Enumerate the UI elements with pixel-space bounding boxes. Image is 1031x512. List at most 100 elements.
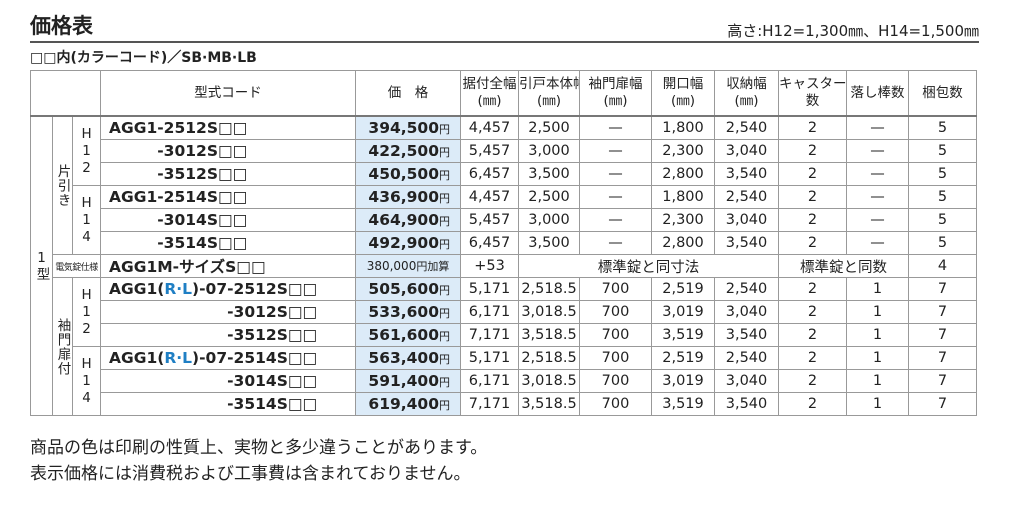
column-header-line: 引戸本体幅 (519, 76, 579, 92)
code-cell: -3512S□□ (100, 323, 357, 347)
column-header-line: (㎜) (603, 93, 628, 109)
spec-cell: 5,171 (460, 277, 520, 301)
spec-cell: 4,457 (460, 185, 520, 209)
code-cell: AGG1-2512S□□ (100, 115, 357, 140)
corner-cell (29, 70, 102, 117)
spec-cell: 2,500 (518, 185, 581, 209)
spec-cell: 700 (579, 277, 653, 301)
spec-cell: 7 (908, 277, 978, 301)
column-header: キャスター数 (778, 70, 848, 117)
spec-cell: 7 (908, 392, 978, 416)
spec-cell: 3,519 (651, 392, 716, 416)
spec-cell: 2,800 (651, 162, 716, 186)
column-header: 価 格 (355, 70, 462, 117)
spec-cell: +53 (460, 254, 520, 278)
spec-cell: 3,518.5 (518, 392, 581, 416)
spec-cell: 3,540 (714, 231, 780, 255)
column-header-line: 落し棒数 (850, 84, 905, 101)
color-note: □□内(カラーコード)／SB·MB·LB (30, 50, 257, 66)
spec-cell: 3,018.5 (518, 300, 581, 324)
spec-cell: — (579, 231, 653, 255)
code-cell: -3014S□□ (100, 208, 357, 232)
code-wrap: AGG1-2512S□□ (109, 119, 247, 137)
spec-cell: 2 (778, 369, 848, 393)
code-cell: AGG1-2514S□□ (100, 185, 357, 209)
spec-cell: 5,171 (460, 346, 520, 370)
rule (30, 41, 979, 43)
spec-cell: 3,019 (651, 369, 716, 393)
code-cell: -3012S□□ (100, 139, 357, 163)
code-part: AGG1( (109, 280, 165, 298)
height-label: H14 (71, 346, 102, 416)
spec-cell: 2,540 (714, 115, 780, 140)
code-part: -3012S□□ (227, 303, 318, 321)
price-amount: 436,900 (368, 188, 440, 206)
spec-cell: 7 (908, 323, 978, 347)
type-label: 1型 (30, 115, 53, 416)
price-unit: 円 (439, 353, 451, 366)
column-header-line: 数 (805, 93, 820, 109)
column-header: 据付全幅 (㎜) (460, 70, 520, 117)
spec-cell: 2,519 (651, 346, 716, 370)
spec-cell: 標準錠と同寸法 (518, 254, 780, 278)
price-cell: 380,000円加算 (355, 254, 462, 278)
price-unit: 円 (439, 146, 451, 159)
code-wrap: -3012S□□ (227, 303, 317, 321)
note: 表示価格には消費税および工事費は含まれておりません。 (30, 464, 471, 484)
spec-cell: 700 (579, 323, 653, 347)
spec-cell: 2 (778, 231, 848, 255)
spec-cell: — (579, 115, 653, 140)
column-header: 収納幅 (㎜) (714, 70, 780, 117)
spec-cell: — (579, 208, 653, 232)
data-row: H14 AGG1-2514S□□ 436,900円 4,457 2,500—1,800 2… (31, 185, 978, 255)
code-wrap: AGG1(R·L)-07-2514S□□ (109, 349, 317, 367)
data-row: -3514S□□ 492,900円 6,457 3,500—2,800 3,540 2—5 (31, 231, 978, 255)
data-row: -3014S□□ 464,900円 5,457 3,000—2,300 3,040 2—5 (31, 208, 978, 232)
price-amount: 533,600 (368, 303, 440, 321)
price-unit: 円 (439, 284, 451, 297)
price-cell: 464,900円 (355, 208, 462, 232)
spec-cell: 5 (908, 231, 978, 255)
code-part: AGG1-2512S□□ (109, 119, 248, 137)
code-part: R·L (164, 280, 193, 298)
spec-cell: 3,000 (518, 208, 581, 232)
data-row: -3014S□□ 591,400円 6,171 3,018.5 700 3,019 3,04… (31, 369, 978, 393)
price-unit: 円加算 (416, 260, 450, 273)
code-cell: -3514S□□ (100, 392, 357, 416)
data-row: -3514S□□ 619,400円 7,171 3,518.5 700 3,519 3,54… (31, 392, 978, 416)
data-row: -3012S□□ 422,500円 5,457 3,000—2,300 3,040 2—5 (31, 139, 978, 163)
section-label: 電気錠仕様 (51, 254, 102, 278)
code-wrap: -3512S□□ (227, 326, 317, 344)
data-row: 袖門扉付 H12 AGG1(R·L)-07-2512S□□ 505,600円 5,171… (31, 277, 978, 416)
spec-cell: — (846, 231, 910, 255)
column-header-line: 価 格 (387, 84, 429, 101)
price-unit: 円 (439, 399, 451, 412)
spec-cell: 3,019 (651, 300, 716, 324)
price-cell: 492,900円 (355, 231, 462, 255)
code-part: AGG1-2514S□□ (109, 188, 248, 206)
column-header: 開口幅 (㎜) (651, 70, 716, 117)
spec-cell: 2,540 (714, 346, 780, 370)
code-wrap: AGG1(R·L)-07-2512S□□ (109, 280, 317, 298)
code-cell: -3014S□□ (100, 369, 357, 393)
spec-cell: 2,540 (714, 277, 780, 301)
code-part: AGG1M-サイズS□□ (109, 258, 266, 276)
code-part: -3014S□□ (227, 372, 318, 390)
title: 価格表 (30, 14, 93, 38)
code-part: -3512S□□ (157, 165, 248, 183)
code-wrap: -3014S□□ (157, 211, 247, 229)
spec-cell: 6,457 (460, 231, 520, 255)
price-unit: 円 (439, 169, 451, 182)
spec-cell: 3,018.5 (518, 369, 581, 393)
column-header-line: 梱包数 (922, 84, 963, 101)
price-unit: 円 (439, 376, 451, 389)
price-amount: 450,500 (368, 165, 440, 183)
code-wrap: AGG1-2514S□□ (109, 188, 247, 206)
spec-cell: — (846, 208, 910, 232)
column-header: 型式コード (100, 70, 357, 117)
column-header-line: 袖門扉幅 (588, 76, 643, 92)
spec-cell: 7,171 (460, 323, 520, 347)
price-unit: 円 (439, 123, 451, 136)
code-cell: AGG1(R·L)-07-2514S□□ (100, 346, 357, 370)
